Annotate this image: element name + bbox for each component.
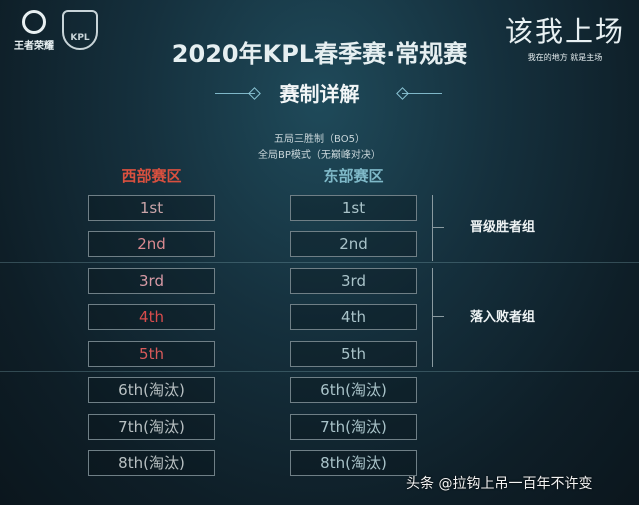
ornament-left-icon <box>215 93 255 94</box>
east-rank-box: 1st <box>290 195 417 221</box>
page-title: 2020年KPL春季赛·常规赛 <box>171 40 468 68</box>
slogan: 该我上场 我在的地方 就是主场 <box>505 10 625 63</box>
divider <box>0 371 639 372</box>
east-rank-box: 4th <box>290 304 417 330</box>
east-rank-box: 2nd <box>290 231 417 257</box>
slogan-sub: 我在的地方 就是主场 <box>527 53 603 62</box>
west-rank-box: 4th <box>88 304 215 330</box>
east-rank-box: 8th(淘汰) <box>290 450 417 476</box>
honor-of-kings-logo: 王者荣耀 <box>12 10 56 52</box>
west-rank-box: 5th <box>88 341 215 367</box>
winners-group-label: 晋级胜者组 <box>470 220 536 235</box>
winners-bracket <box>432 195 433 261</box>
divider <box>0 262 639 263</box>
east-rank-box: 6th(淘汰) <box>290 377 417 403</box>
logo-text: 王者荣耀 <box>14 41 54 52</box>
rule-bp: 全局BP模式（无巅峰对决） <box>258 150 381 161</box>
east-rank-box: 5th <box>290 341 417 367</box>
kpl-logo: KPL <box>62 10 98 50</box>
west-rank-box: 2nd <box>88 231 215 257</box>
losers-group-label: 落入败者组 <box>470 310 536 325</box>
ornament-right-icon <box>402 93 442 94</box>
west-rank-box: 8th(淘汰) <box>88 450 215 476</box>
losers-bracket <box>432 268 433 367</box>
east-header: 东部赛区 <box>323 167 384 185</box>
losers-bracket-tick <box>432 316 444 317</box>
east-rank-box: 3rd <box>290 268 417 294</box>
watermark: 头条 @拉钩上吊一百年不许变 <box>406 476 593 492</box>
east-rank-box: 7th(淘汰) <box>290 414 417 440</box>
west-rank-box: 1st <box>88 195 215 221</box>
slogan-main: 该我上场 <box>504 15 625 48</box>
west-rank-box: 3rd <box>88 268 215 294</box>
west-rank-box: 6th(淘汰) <box>88 377 215 403</box>
page-subtitle: 赛制详解 <box>279 82 360 106</box>
rule-format: 五局三胜制（BO5） <box>274 134 365 145</box>
west-rank-box: 7th(淘汰) <box>88 414 215 440</box>
winners-bracket-tick <box>432 227 444 228</box>
west-header: 西部赛区 <box>121 167 182 185</box>
